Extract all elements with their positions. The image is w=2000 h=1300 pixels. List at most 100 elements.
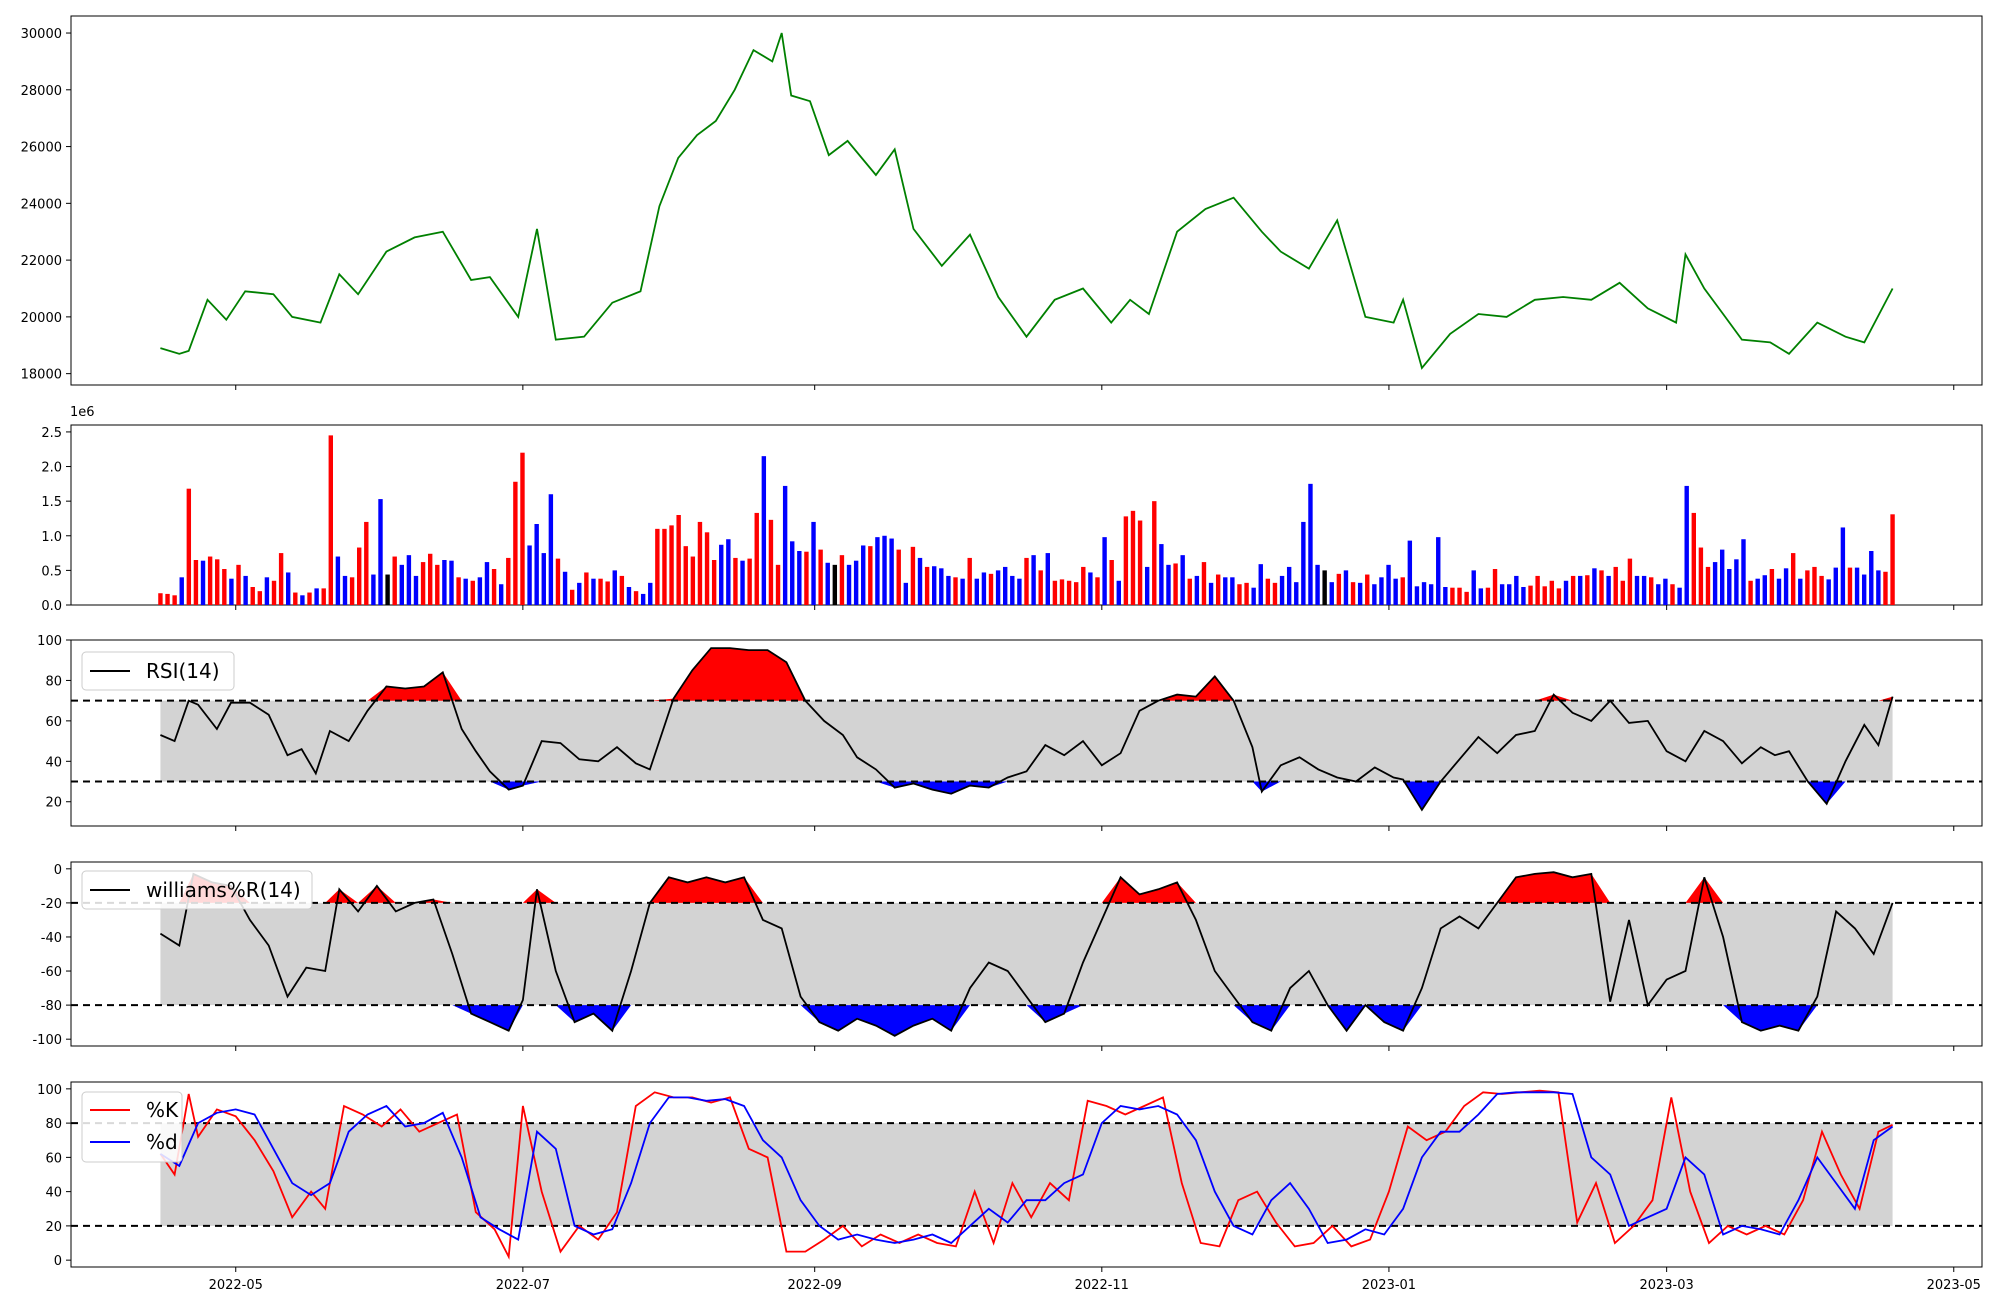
- volume-bar: [633, 591, 639, 605]
- volume-bar: [513, 481, 518, 605]
- volume-bar: [1812, 566, 1817, 605]
- volume-bar: [1507, 584, 1512, 605]
- volume-bar: [967, 557, 972, 605]
- volume-bar: [960, 578, 965, 605]
- volume-bar: [683, 546, 688, 605]
- volume-bar: [1514, 575, 1519, 605]
- stoch-ytick-label: 40: [45, 1186, 62, 1201]
- volume-bar: [293, 592, 298, 605]
- stoch-legend-k-label: %K: [146, 1098, 179, 1122]
- volume-bar: [427, 553, 433, 605]
- volume-ytick-label: 0.0: [41, 599, 62, 614]
- volume-bar: [825, 562, 830, 605]
- xtick-label: 2023-01: [1362, 1278, 1416, 1293]
- volume-bar: [342, 575, 348, 605]
- stoch-ytick-label: 0: [54, 1254, 62, 1269]
- price-panel-frame: [70, 15, 1983, 386]
- volume-bar: [619, 575, 625, 605]
- volume-bar: [1081, 566, 1086, 605]
- volume-bar: [1705, 566, 1711, 605]
- volume-bar: [1833, 567, 1838, 605]
- rsi-panel-frame: [70, 639, 1983, 827]
- volume-bar: [740, 560, 745, 605]
- volume-bar: [165, 593, 170, 605]
- rsi-legend: RSI(14): [81, 651, 235, 691]
- volume-bar: [1457, 587, 1462, 605]
- volume-bar: [406, 555, 412, 605]
- volume-bar: [1854, 567, 1860, 605]
- rsi-legend-label: RSI(14): [146, 659, 220, 683]
- volume-ytick-label: 1.0: [41, 530, 62, 545]
- volume-bar: [335, 556, 341, 605]
- volume-bar: [1116, 580, 1121, 605]
- volume-bar: [1201, 562, 1207, 605]
- volume-bar: [534, 524, 539, 605]
- volume-bar: [271, 580, 277, 605]
- volume-bar: [1393, 578, 1398, 605]
- volume-bar: [484, 562, 490, 605]
- rsi-legend-frame: [81, 651, 235, 691]
- volume-bar: [385, 574, 390, 605]
- volume-bar: [1549, 580, 1555, 605]
- volume-bar: [158, 593, 163, 605]
- volume-bar: [200, 560, 206, 605]
- price-ytick-label: 20000: [21, 311, 62, 326]
- volume-bar: [186, 488, 192, 605]
- volume-bar: [868, 546, 873, 605]
- williams-ytick-label: -100: [32, 1033, 62, 1048]
- volume-bar: [640, 593, 646, 605]
- volume-bar: [1826, 579, 1831, 605]
- volume-bar: [797, 551, 802, 605]
- volume-bar: [1180, 555, 1185, 605]
- volume-bar: [1563, 580, 1569, 605]
- volume-bar: [442, 560, 447, 605]
- volume-bar: [321, 588, 326, 605]
- volume-bar: [1237, 584, 1242, 605]
- volume-bar: [711, 560, 717, 605]
- volume-bar: [215, 559, 220, 605]
- volume-bar: [648, 582, 653, 605]
- volume-bar: [1443, 587, 1448, 605]
- volume-bar: [1244, 582, 1249, 605]
- volume-bar: [1322, 570, 1327, 605]
- volume-bar: [1599, 570, 1604, 605]
- volume-bar: [1144, 566, 1150, 605]
- volume-bar: [875, 537, 880, 605]
- williams-ytick-label: -20: [41, 897, 62, 912]
- volume-bar: [1840, 527, 1846, 605]
- volume-bar: [1045, 553, 1050, 605]
- volume-bar: [612, 570, 617, 605]
- volume-bar: [839, 555, 845, 605]
- volume-bar: [1059, 579, 1065, 605]
- price-ytick-label: 22000: [21, 254, 62, 269]
- volume-bar: [1024, 557, 1029, 605]
- volume-bar: [371, 574, 376, 605]
- volume-bar: [1499, 584, 1505, 605]
- volume-bar: [357, 547, 362, 605]
- volume-bar: [853, 560, 859, 605]
- volume-bar: [981, 572, 987, 605]
- volume-bar: [1407, 540, 1413, 605]
- xtick-label: 2022-07: [496, 1278, 550, 1293]
- xtick-label: 2023-05: [1927, 1278, 1981, 1293]
- volume-bar: [1038, 570, 1043, 605]
- volume-bar: [669, 525, 674, 605]
- volume-bar: [1159, 544, 1164, 605]
- volume-bar: [1819, 575, 1824, 605]
- volume-bar: [1542, 586, 1547, 605]
- volume-bar: [1088, 572, 1093, 605]
- volume-bar: [676, 515, 681, 605]
- volume-bar: [1464, 591, 1469, 605]
- volume-bar: [349, 577, 355, 605]
- volume-bar: [222, 569, 227, 605]
- volume-bar: [328, 435, 333, 605]
- volume-bar: [1890, 514, 1895, 605]
- panels: 18000 20000 22000 24000 26000 28000 30000 0.0 0.…: [21, 15, 1983, 1293]
- volume-bar: [768, 519, 774, 605]
- rsi-ytick-label: 40: [45, 755, 62, 770]
- volume-bar: [697, 521, 703, 605]
- volume-bar: [1861, 574, 1867, 605]
- volume-bar: [1073, 582, 1079, 605]
- volume-bar: [1712, 562, 1718, 605]
